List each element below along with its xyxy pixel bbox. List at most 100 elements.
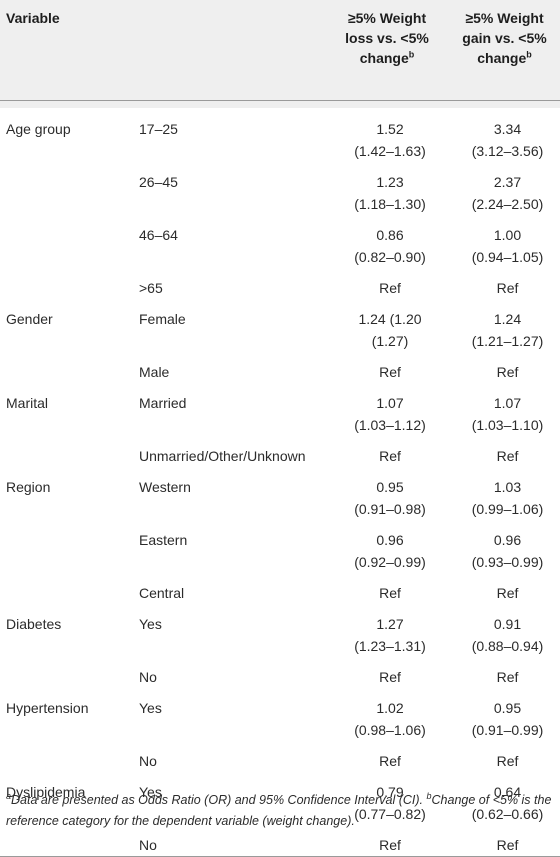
confidence-interval: (0.82–0.90) xyxy=(354,248,426,265)
odds-ratio-value: 1.03 xyxy=(493,478,522,495)
weight-gain-cell: 1.24 (1.21–1.27) xyxy=(443,299,560,352)
level-cell: Female xyxy=(139,310,186,327)
weight-gain-cell: 0.96 (0.93–0.99) xyxy=(443,520,560,573)
variable-cell: Diabetes xyxy=(6,615,62,632)
odds-ratio-value: 1.24 xyxy=(493,310,522,327)
weight-gain-cell: Ref xyxy=(443,573,560,604)
odds-ratio-value: 0.95 xyxy=(376,478,404,495)
weight-gain-cell: 1.03 (0.99–1.06) xyxy=(443,467,560,520)
table-row: Region Western 0.95 (0.91–0.98) 1.03 (0.99–1.… xyxy=(0,467,560,520)
table-row: Gender Female 1.24 (1.20 (1.27) 1.24 (1.21–1.… xyxy=(0,299,560,352)
odds-ratio-value: 0.96 xyxy=(376,531,404,548)
odds-ratio-value: 2.37 xyxy=(493,173,522,190)
odds-ratio-value: Ref xyxy=(379,447,401,464)
weight-gain-cell: Ref xyxy=(443,436,560,467)
confidence-interval: (0.92–0.99) xyxy=(354,553,426,570)
odds-ratio-value: 1.02 xyxy=(376,699,404,716)
variable-cell xyxy=(0,352,133,383)
variable-cell: Marital xyxy=(6,394,49,411)
odds-ratio-value: Ref xyxy=(496,584,519,601)
weight-gain-cell: Ref xyxy=(443,352,560,383)
weight-loss-cell: 1.23 (1.18–1.30) xyxy=(325,162,443,215)
weight-loss-cell: 1.07 (1.03–1.12) xyxy=(325,383,443,436)
table-row: Dyslipidemia Yes 0.79 (0.77–0.82) 0.64 (0.62–… xyxy=(0,772,560,825)
confidence-interval: (0.99–1.06) xyxy=(471,500,544,517)
odds-ratio-value: Ref xyxy=(496,447,519,464)
variable-cell: Dyslipidemia xyxy=(6,783,86,800)
variable-cell xyxy=(0,162,133,215)
col-header-variable: Variable xyxy=(6,10,60,26)
table-row: 26–45 1.23 (1.18–1.30) 2.37 (2.24–2.50) xyxy=(0,162,560,215)
level-cell: >65 xyxy=(139,279,163,296)
odds-ratio-value: 0.64 xyxy=(493,783,522,800)
header-background xyxy=(0,0,560,108)
weight-loss-cell: Ref xyxy=(325,436,443,467)
table-footnote: aData are presented as Odds Ratio (OR) a… xyxy=(6,790,552,828)
confidence-interval: (1.27) xyxy=(371,332,409,349)
confidence-interval: (0.94–1.05) xyxy=(471,248,544,265)
confidence-interval: (0.91–0.98) xyxy=(354,500,426,517)
level-cell: No xyxy=(139,752,157,769)
table-row: Male Ref Ref xyxy=(0,352,560,383)
level-cell: Married xyxy=(139,394,187,411)
weight-loss-cell: 1.52 (1.42–1.63) xyxy=(325,100,443,162)
level-cell: Western xyxy=(139,478,191,495)
weight-loss-cell: Ref xyxy=(325,573,443,604)
odds-ratio-value: Ref xyxy=(496,836,519,853)
confidence-interval: (0.62–0.66) xyxy=(471,805,544,822)
weight-gain-cell: 2.37 (2.24–2.50) xyxy=(443,162,560,215)
weight-gain-cell: 1.00 (0.94–1.05) xyxy=(443,215,560,268)
odds-ratio-value: Ref xyxy=(496,363,519,380)
variable-cell: Age group xyxy=(6,120,71,137)
table-row: Unmarried/Other/Unknown Ref Ref xyxy=(0,436,560,467)
odds-ratio-value: 0.86 xyxy=(376,226,404,243)
confidence-interval: (1.42–1.63) xyxy=(354,142,426,159)
weight-gain-cell: 0.64 (0.62–0.66) xyxy=(443,772,560,825)
odds-ratio-value: 1.27 xyxy=(376,615,404,632)
odds-ratio-value: Ref xyxy=(379,363,401,380)
confidence-interval: (2.24–2.50) xyxy=(471,195,544,212)
weight-loss-cell: Ref xyxy=(325,741,443,772)
weight-gain-cell: 0.95 (0.91–0.99) xyxy=(443,688,560,741)
table-row: Marital Married 1.07 (1.03–1.12) 1.07 (1.03–1… xyxy=(0,383,560,436)
odds-ratio-value: Ref xyxy=(379,584,401,601)
col-header-weight-gain: ≥5% Weight gain vs. <5% changeb xyxy=(462,10,547,66)
table-row: Central Ref Ref xyxy=(0,573,560,604)
variable-cell xyxy=(0,436,133,467)
confidence-interval: (1.21–1.27) xyxy=(471,332,544,349)
confidence-interval: (1.23–1.31) xyxy=(354,637,426,654)
odds-ratio-value: Ref xyxy=(496,668,519,685)
header-row: Variable ≥5% Weight loss vs. <5% changeb… xyxy=(0,0,560,100)
table-row: 46–64 0.86 (0.82–0.90) 1.00 (0.94–1.05) xyxy=(0,215,560,268)
weight-loss-cell: 1.02 (0.98–1.06) xyxy=(325,688,443,741)
weight-loss-cell: 0.95 (0.91–0.98) xyxy=(325,467,443,520)
variable-cell xyxy=(0,268,133,299)
level-cell: Central xyxy=(139,584,185,601)
col-header-weight-loss: ≥5% Weight loss vs. <5% changeb xyxy=(345,10,429,66)
weight-loss-cell: Ref xyxy=(325,657,443,688)
confidence-interval: (0.91–0.99) xyxy=(471,721,544,738)
odds-ratio-value: Ref xyxy=(496,279,519,296)
weight-loss-cell: 0.79 (0.77–0.82) xyxy=(325,772,443,825)
table-row: No Ref Ref xyxy=(0,657,560,688)
level-cell: Male xyxy=(139,363,170,380)
weight-loss-cell: 1.24 (1.20 (1.27) xyxy=(325,299,443,352)
table-row: No Ref Ref xyxy=(0,741,560,772)
odds-ratio-value: 0.79 xyxy=(376,783,404,800)
confidence-interval: (3.12–3.56) xyxy=(471,142,544,159)
weight-gain-cell: 0.91 (0.88–0.94) xyxy=(443,604,560,657)
level-cell: 17–25 xyxy=(139,120,178,137)
footnote-marker: b xyxy=(408,49,415,60)
confidence-interval: (1.18–1.30) xyxy=(354,195,426,212)
footnote-marker: b xyxy=(526,49,532,60)
table-row: Age group 17–25 1.52 (1.42–1.63) 3.34 (3.12–3… xyxy=(0,100,560,162)
table-row: >65 Ref Ref xyxy=(0,268,560,299)
weight-loss-cell: Ref xyxy=(325,352,443,383)
variable-cell xyxy=(0,573,133,604)
confidence-interval: (0.88–0.94) xyxy=(471,637,544,654)
odds-ratio-value: 3.34 xyxy=(493,120,522,137)
odds-ratio-value: Ref xyxy=(496,752,519,769)
level-cell: Unmarried/Other/Unknown xyxy=(139,447,306,464)
